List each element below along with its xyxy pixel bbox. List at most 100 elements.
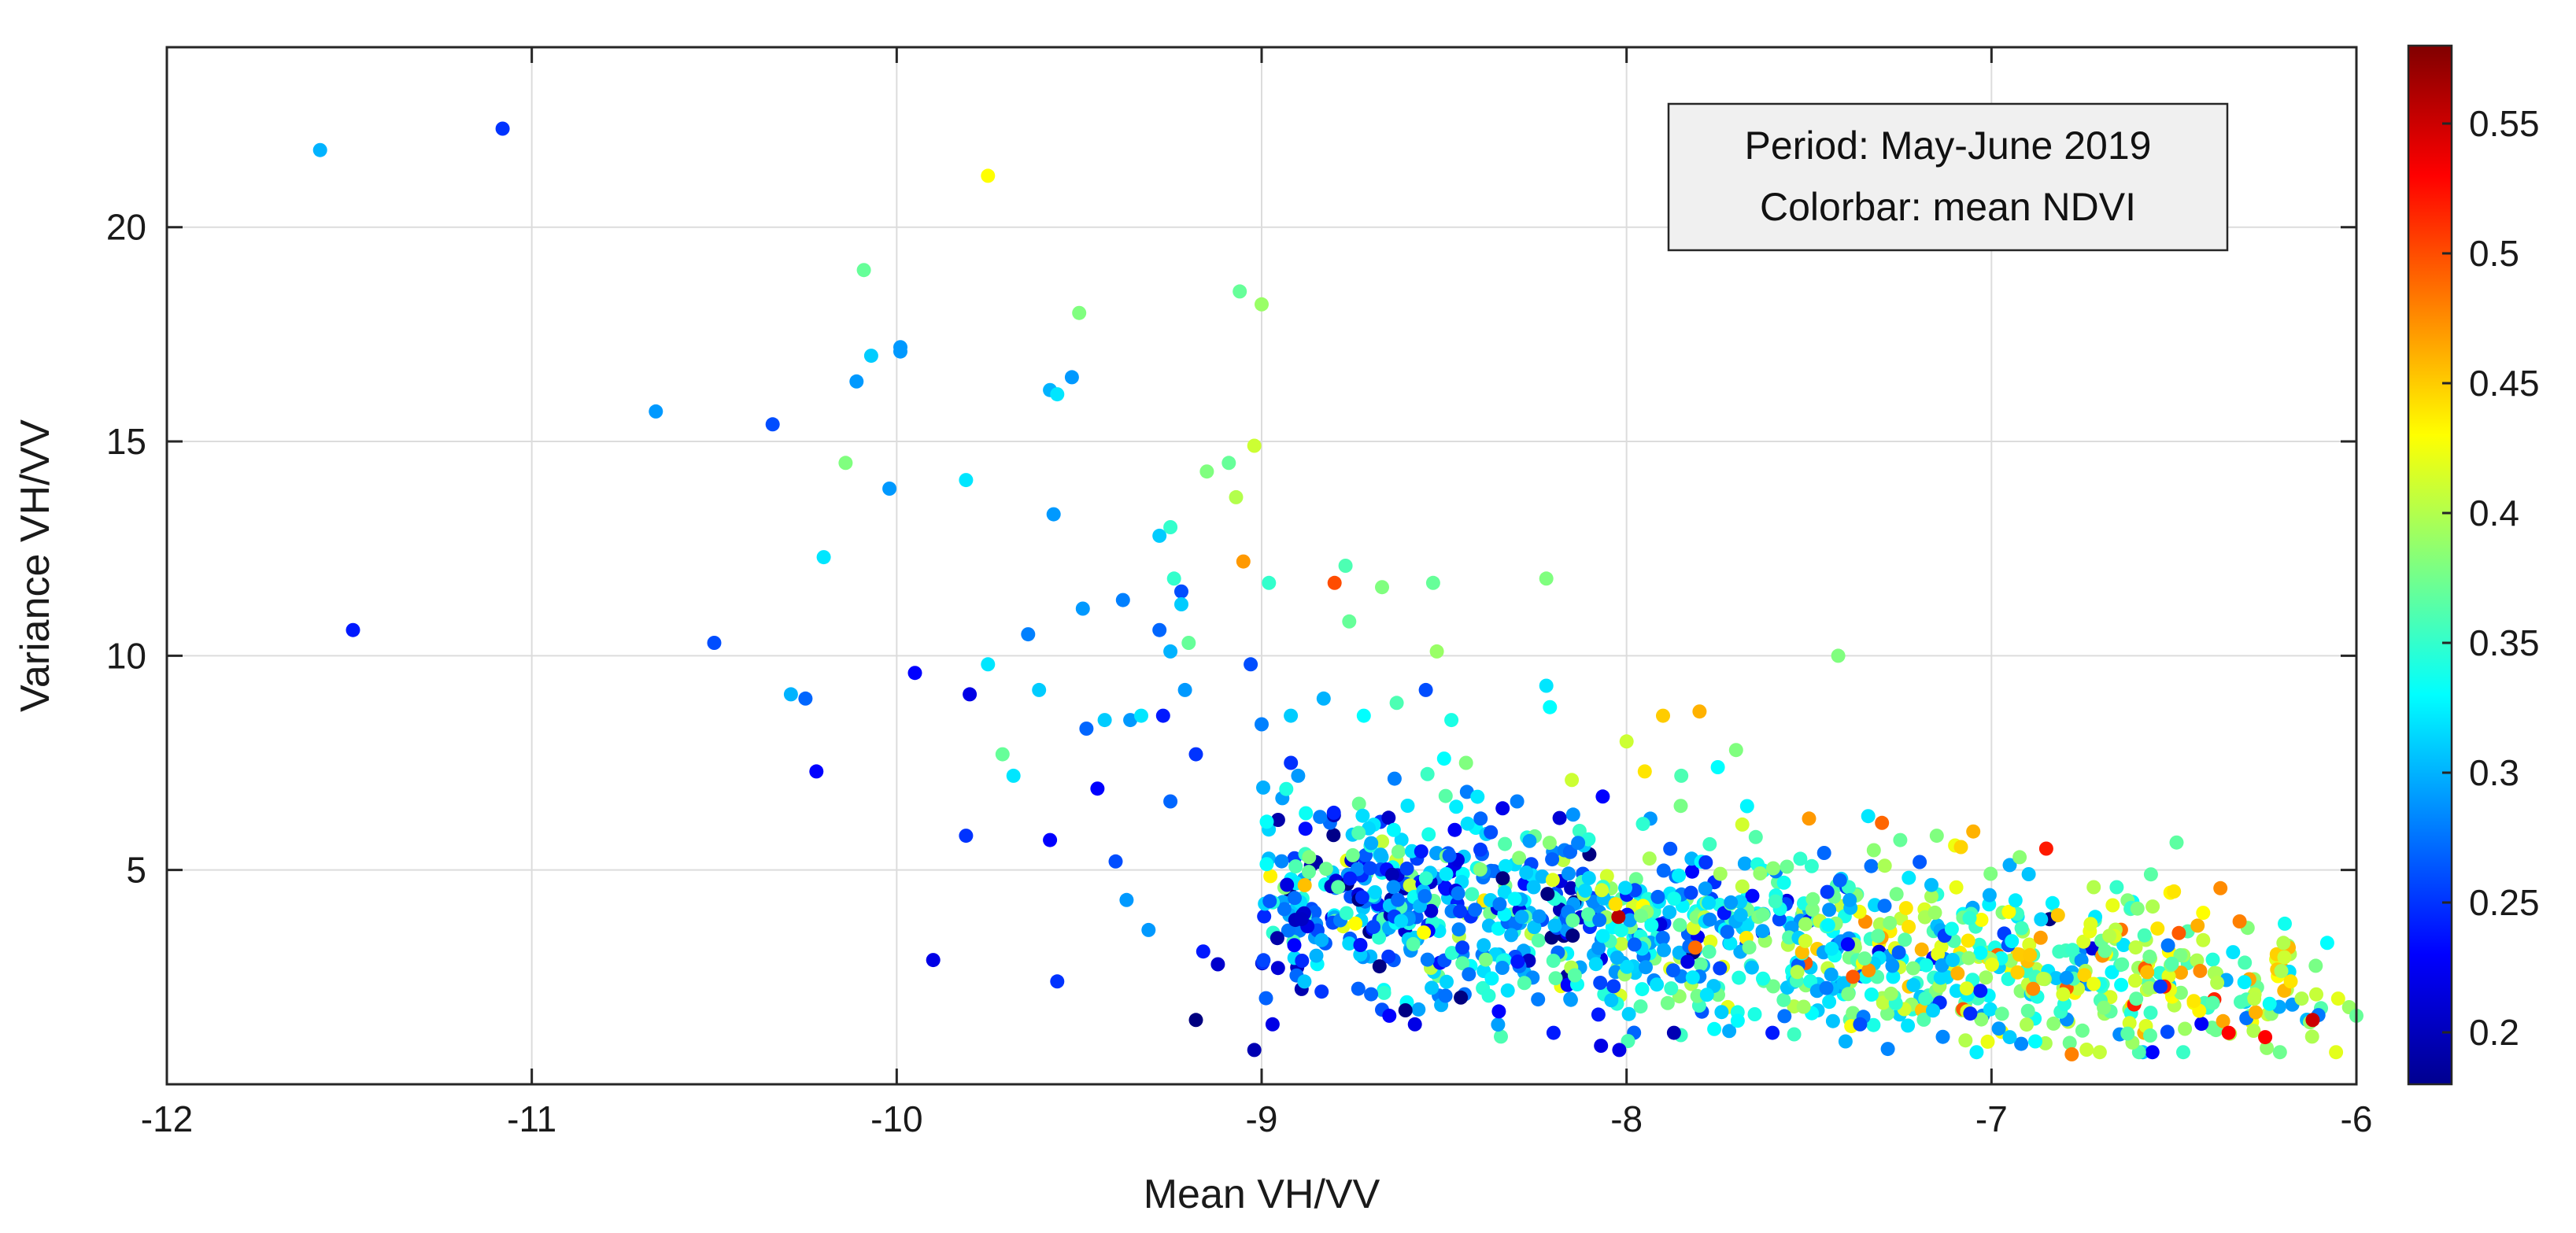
scatter-point — [1805, 903, 1820, 917]
scatter-point — [1564, 880, 1579, 895]
scatter-point — [1188, 747, 1203, 762]
scatter-point — [1256, 953, 1271, 968]
scatter-point — [1565, 928, 1580, 943]
scatter-point — [1375, 580, 1389, 595]
scatter-point — [959, 829, 974, 844]
scatter-point — [963, 687, 978, 702]
scatter-point — [798, 691, 813, 706]
scatter-point — [2249, 1005, 2263, 1020]
scatter-point — [1980, 1034, 1995, 1049]
scatter-point — [1864, 988, 1879, 1002]
scatter-point — [1417, 888, 1432, 903]
scatter-point — [1314, 984, 1329, 999]
scatter-point — [2012, 947, 2027, 962]
scatter-point — [1840, 937, 1855, 952]
scatter-point — [1302, 865, 1316, 880]
scatter-point — [1342, 936, 1357, 951]
scatter-point — [1155, 708, 1170, 723]
scatter-point — [1414, 844, 1428, 859]
scatter-point — [1255, 717, 1269, 732]
scatter-point — [1565, 773, 1580, 788]
scatter-point — [1927, 905, 1942, 920]
scatter-point — [2145, 899, 2160, 914]
scatter-point — [1831, 648, 1846, 663]
scatter-point — [1495, 801, 1510, 816]
scatter-point — [2120, 1026, 2135, 1041]
scatter-point — [1478, 952, 1493, 967]
scatter-point — [1737, 856, 1752, 871]
scatter-point — [1563, 992, 1578, 1007]
scatter-point — [1247, 438, 1262, 453]
colorbar: 0.2 0.25 0.3 0.35 0.4 0.45 0.5 0.55 — [2407, 44, 2540, 1086]
scatter-point — [2052, 944, 2067, 959]
scatter-point — [1685, 970, 1700, 985]
scatter-point — [1280, 877, 1295, 892]
scatter-point — [838, 456, 853, 471]
scatter-point — [1622, 913, 1637, 928]
scatter-point — [1543, 700, 1558, 714]
scatter-point — [1440, 974, 1454, 989]
scatter-point — [1924, 877, 1938, 892]
scatter-point — [1891, 945, 1906, 960]
scatter-point — [2137, 928, 2152, 943]
scatter-point — [1655, 930, 1670, 945]
scatter-point — [2143, 867, 2158, 882]
scatter-point — [1079, 722, 1094, 736]
scatter-point — [2074, 953, 2089, 968]
scatter-point — [981, 657, 996, 672]
scatter-point — [1284, 755, 1299, 770]
scatter-point — [1381, 810, 1396, 825]
scatter-point — [2097, 1000, 2112, 1015]
scatter-point — [1885, 958, 1900, 973]
scatter-point — [1744, 960, 1759, 975]
scatter-point — [1842, 892, 1857, 907]
scatter-point — [1345, 847, 1360, 862]
scatter-point — [1339, 906, 1354, 921]
scatter-point — [1263, 869, 1278, 884]
scatter-point — [2167, 884, 2182, 899]
scatter-point — [1732, 970, 1746, 985]
scatter-point — [1527, 920, 1542, 935]
x-axis-ticks: -12 -11 -10 -9 -8 -7 -6 — [141, 47, 2372, 1139]
scatter-point — [1399, 861, 1414, 876]
scatter-point — [1953, 840, 1968, 855]
scatter-point — [2140, 965, 2155, 980]
scatter-point — [1918, 991, 1933, 1006]
scatter-point — [1906, 977, 1921, 992]
scatter-point — [1730, 1013, 1745, 1028]
colorbar-tick-label: 0.45 — [2469, 363, 2540, 404]
scatter-point — [1962, 910, 1977, 925]
scatter-point — [1611, 910, 1626, 925]
scatter-point — [1519, 866, 1534, 880]
scatter-point — [2142, 949, 2157, 964]
scatter-point — [1297, 878, 1312, 892]
scatter-point — [1680, 954, 1695, 969]
scatter-point — [1963, 1006, 1978, 1021]
scatter-point — [1819, 980, 1834, 995]
y-tick-label: 10 — [106, 635, 146, 676]
scatter-point — [1599, 869, 1614, 884]
scatter-point — [1429, 644, 1444, 659]
scatter-point — [1637, 764, 1652, 779]
scatter-point — [1229, 489, 1244, 504]
scatter-point — [1459, 784, 1474, 799]
scatter-point — [1394, 832, 1409, 847]
scatter-point — [1258, 991, 1273, 1006]
scatter-point — [2020, 1003, 2035, 1018]
scatter-point — [1935, 958, 1950, 973]
scatter-point — [1425, 980, 1440, 995]
scatter-point — [1822, 903, 1837, 917]
scatter-point — [1394, 914, 1409, 928]
scatter-point — [1233, 284, 1247, 299]
scatter-point — [1687, 940, 1702, 955]
scatter-point — [1372, 959, 1387, 974]
scatter-point — [1875, 815, 1890, 830]
x-tick-label: -10 — [870, 1098, 922, 1139]
scatter-point — [2164, 956, 2179, 971]
scatter-point — [2122, 1016, 2137, 1031]
scatter-point — [1710, 760, 1725, 774]
scatter-point — [1924, 889, 1938, 904]
scatter-point — [1991, 1021, 2006, 1036]
scatter-point — [2005, 934, 2020, 949]
scatter-point — [1916, 1012, 1931, 1027]
